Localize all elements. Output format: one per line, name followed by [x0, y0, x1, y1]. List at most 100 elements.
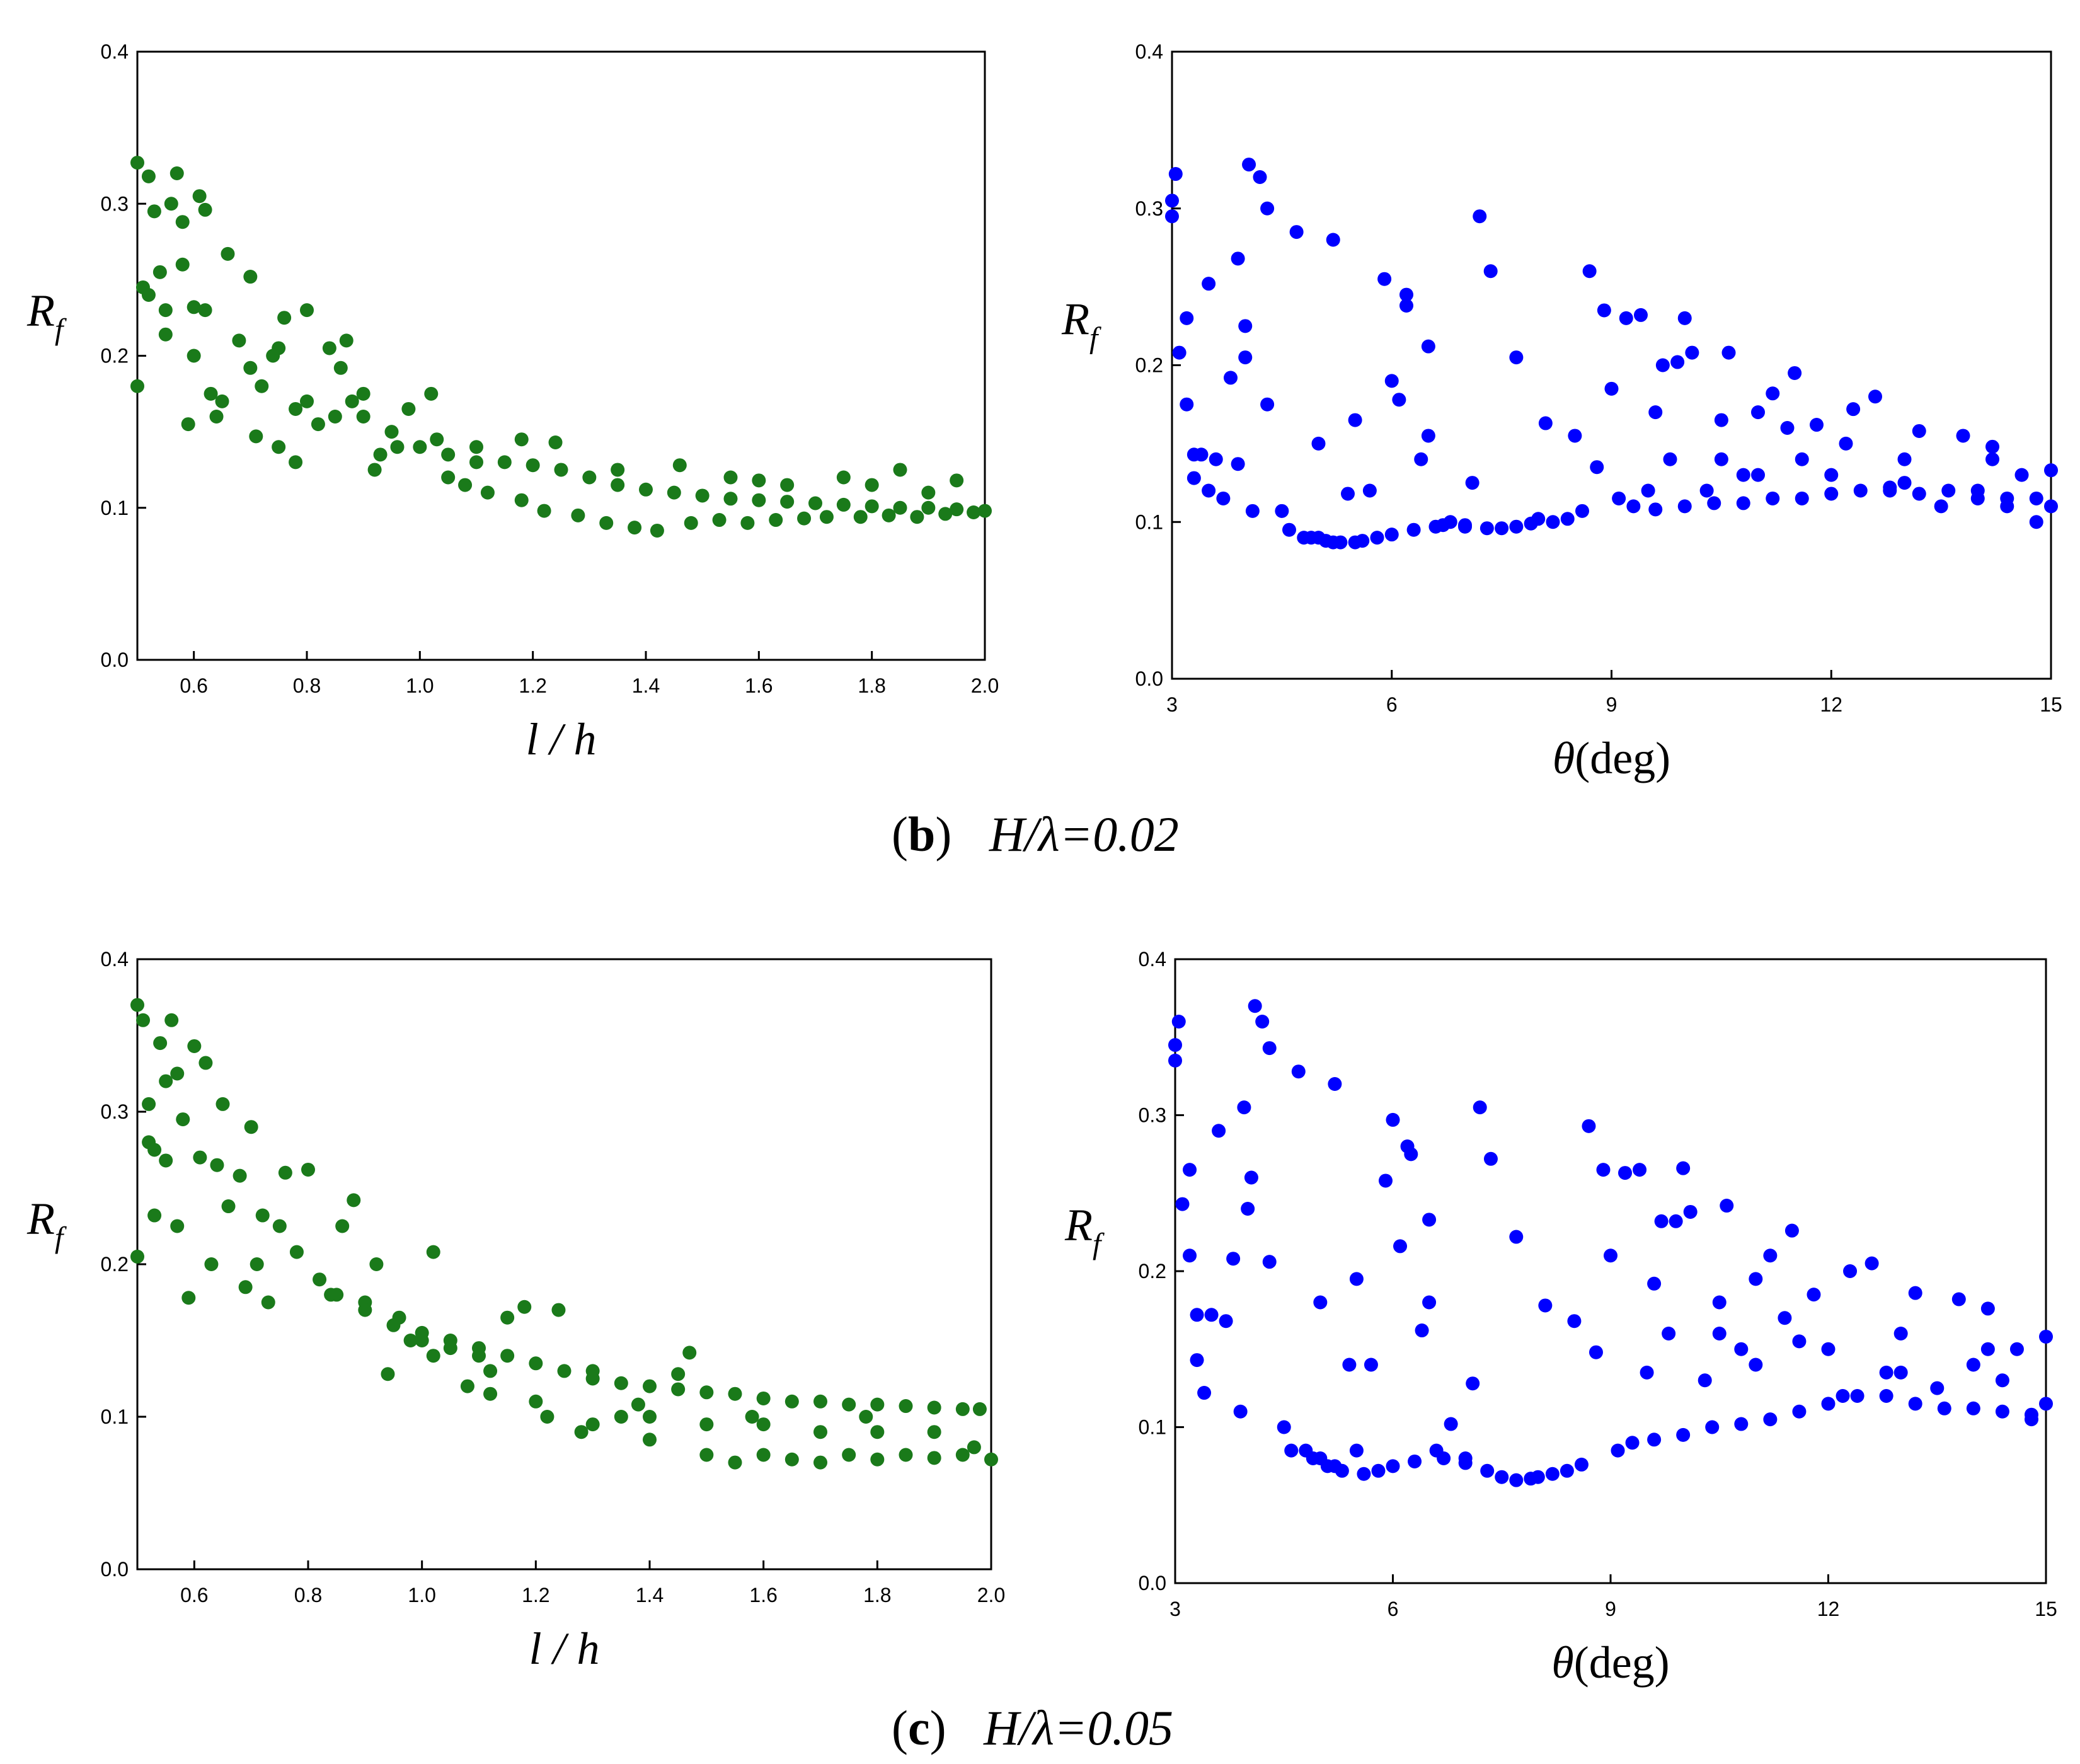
chart-b-right-point: [1677, 311, 1692, 325]
chart-c-left-point: [967, 1440, 981, 1455]
chart-b-left-point: [243, 360, 258, 375]
chart-c-left-xtick-label: 1.0: [408, 1584, 435, 1606]
chart-c-right-point: [1843, 1264, 1858, 1278]
chart-b-left-point: [950, 502, 964, 517]
chart-b-right-point: [1465, 476, 1480, 490]
chart-b-right-point: [1282, 522, 1296, 537]
chart-c-right-point: [1480, 1463, 1495, 1478]
chart-b-right-point: [1231, 251, 1245, 266]
chart-c-right-point: [1792, 1334, 1807, 1349]
chart-b-right-point: [1707, 496, 1721, 510]
chart-c-left-point: [278, 1165, 292, 1180]
chart-b-left-point: [571, 508, 585, 522]
chart-b-left-point: [712, 513, 727, 527]
chart-c-right-point: [1262, 1255, 1277, 1269]
chart-b-right-point: [1846, 402, 1861, 417]
chart-b-left-point: [424, 386, 439, 401]
chart-b-left-point: [695, 488, 710, 503]
chart-c-left-point: [574, 1425, 589, 1439]
chart-c-left-point: [164, 1013, 179, 1027]
chart-c-left-point: [927, 1451, 941, 1465]
chart-c-left-point: [483, 1364, 498, 1378]
chart-c-left-point: [426, 1349, 440, 1363]
chart-c-right-point: [1509, 1473, 1524, 1487]
chart-b-right-ytick-label: 0.2: [1135, 354, 1163, 377]
chart-b-right-ylabel: Rf: [1061, 294, 1101, 355]
chart-b-right-xtick-label: 3: [1166, 693, 1178, 716]
chart-b-right-point: [1824, 468, 1839, 482]
chart-b-right-point: [1736, 468, 1750, 482]
chart-c-left-point: [443, 1334, 457, 1347]
chart-c-left-ytick-label: 0.2: [101, 1253, 129, 1276]
chart-c-right-point: [1698, 1373, 1712, 1388]
chart-b-left-point: [198, 303, 212, 318]
chart-c-right-point: [1669, 1214, 1683, 1228]
chart-c-right-xtick-label: 3: [1169, 1598, 1181, 1620]
chart-b-left-xlabel: l / h: [526, 714, 596, 764]
chart-c-right: 0.0 0.1 0.2 0.3 0.4 3 6 9 12 15 θ(deg) Rf: [1064, 948, 2057, 1688]
chart-c-right-point: [1342, 1358, 1357, 1372]
chart-b-left-point: [780, 478, 795, 492]
chart-b-left-point: [198, 202, 212, 217]
chart-b-left-ytick-label: 0.2: [101, 345, 129, 367]
chart-b-right-point: [1934, 499, 1948, 514]
chart-b-left-point: [458, 478, 473, 492]
chart-b-left-point: [289, 401, 303, 416]
chart-b-right-point: [1165, 209, 1179, 224]
chart-c-right-point: [1596, 1163, 1611, 1177]
chart-c-left-xtick-label: 1.2: [522, 1584, 549, 1606]
chart-b-left-point: [797, 511, 812, 526]
chart-c-left-point: [204, 1257, 219, 1271]
chart-c-left-point: [899, 1399, 913, 1414]
chart-c-right-xtick-label: 12: [1817, 1598, 1840, 1620]
chart-c-left-point: [643, 1379, 657, 1393]
chart-b-right-point: [1780, 421, 1795, 435]
chart-c-right-point: [1168, 1053, 1182, 1068]
chart-b-right-point: [1721, 345, 1736, 360]
chart-b-left-point: [978, 504, 992, 518]
chart-b-right-point: [1370, 531, 1384, 545]
chart-c-left-point: [130, 998, 144, 1012]
chart-c-right-point: [1364, 1358, 1378, 1372]
chart-c-right-point: [1524, 1472, 1538, 1486]
chart-b-right-xtick-label: 6: [1386, 693, 1398, 716]
chart-c-left-plot-frame: [136, 958, 992, 1571]
chart-b-right-point: [1304, 531, 1318, 545]
chart-b-right-point: [1634, 308, 1648, 322]
chart-c-right-point: [1734, 1342, 1749, 1356]
chart-c-left-point: [682, 1346, 697, 1360]
chart-c-left-point: [426, 1245, 440, 1259]
chart-b-right-point: [1538, 416, 1553, 430]
chart-c-left-point: [289, 1245, 304, 1259]
chart-b-left-point: [723, 492, 738, 506]
chart-b-left-point: [209, 410, 224, 424]
chart-c-left-point: [631, 1397, 645, 1412]
chart-c-right-point: [1291, 1064, 1306, 1079]
chart-b-left-point: [599, 516, 614, 530]
chart-b-right-point: [1245, 504, 1260, 518]
chart-c-left-point: [136, 1013, 151, 1027]
chart-c-left-point: [955, 1448, 970, 1462]
chart-b-left-point: [554, 463, 568, 477]
chart-b-right-ytick-label: 0.1: [1135, 510, 1163, 533]
chart-b-right-point: [1421, 429, 1435, 443]
chart-b-right-point: [1168, 167, 1183, 182]
caption-b: (b) H/λ=0.02: [892, 807, 1179, 862]
chart-c-right-point: [1422, 1213, 1437, 1227]
chart-b-left-point: [367, 463, 382, 477]
chart-b-right-point: [1202, 483, 1216, 498]
chart-b-left-point: [339, 333, 353, 348]
chart-c-left-point: [699, 1417, 714, 1432]
chart-c-right-point: [1879, 1365, 1893, 1380]
chart-b-right-point: [1180, 311, 1194, 325]
chart-b-right-xtick-label: 15: [2040, 693, 2062, 716]
chart-c-left-point: [233, 1168, 247, 1183]
chart-b-left-point: [808, 496, 822, 510]
chart-c-left-point: [859, 1410, 873, 1424]
chart-b-right-point: [1436, 518, 1451, 533]
chart-b-right-point: [1766, 491, 1780, 505]
chart-b-left-point: [215, 394, 229, 408]
chart-b-left-plot-frame: [136, 50, 986, 661]
chart-c-right-point: [1371, 1463, 1386, 1478]
